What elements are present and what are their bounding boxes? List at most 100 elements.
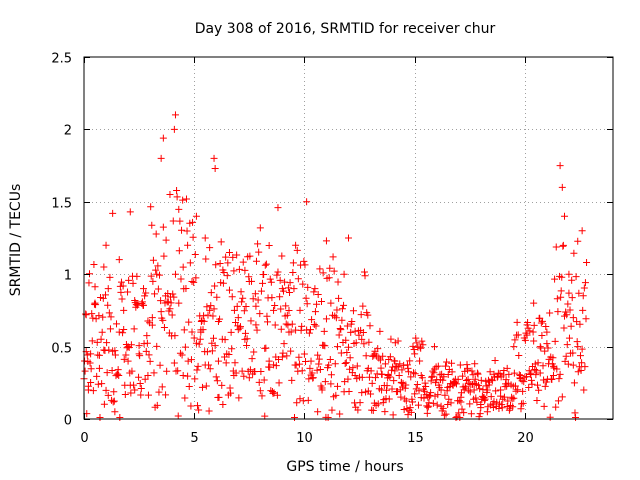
data-point bbox=[87, 365, 95, 373]
data-point bbox=[152, 230, 160, 238]
data-point bbox=[521, 336, 529, 344]
data-point bbox=[192, 212, 200, 220]
data-point bbox=[400, 361, 408, 369]
data-point bbox=[343, 348, 351, 356]
data-point bbox=[267, 278, 275, 286]
data-point bbox=[277, 305, 285, 313]
data-point bbox=[435, 384, 443, 392]
data-point bbox=[178, 226, 186, 234]
data-point bbox=[117, 288, 125, 296]
data-point bbox=[210, 154, 218, 162]
data-point bbox=[249, 295, 257, 303]
data-point bbox=[317, 298, 325, 306]
data-point bbox=[308, 369, 316, 377]
data-point bbox=[109, 398, 117, 406]
data-point bbox=[471, 360, 479, 368]
data-point bbox=[360, 340, 368, 348]
data-point bbox=[359, 329, 367, 337]
data-point bbox=[273, 391, 281, 399]
data-point bbox=[118, 295, 126, 303]
data-point bbox=[86, 359, 94, 367]
data-point bbox=[189, 233, 197, 241]
data-point bbox=[261, 412, 269, 420]
data-point bbox=[201, 234, 209, 242]
data-point bbox=[200, 312, 208, 320]
data-point bbox=[101, 291, 109, 299]
data-point bbox=[155, 388, 163, 396]
data-point bbox=[537, 319, 545, 327]
data-point bbox=[454, 375, 462, 383]
data-point bbox=[536, 343, 544, 351]
data-point bbox=[554, 397, 562, 405]
data-point bbox=[243, 335, 251, 343]
data-point bbox=[359, 302, 367, 310]
data-point bbox=[542, 323, 550, 331]
data-point bbox=[398, 366, 406, 374]
data-point bbox=[333, 343, 341, 351]
data-point bbox=[303, 300, 311, 308]
data-point bbox=[402, 397, 410, 405]
data-point bbox=[254, 296, 262, 304]
data-point bbox=[169, 290, 177, 298]
data-point bbox=[104, 301, 112, 309]
data-point bbox=[530, 337, 538, 345]
data-point bbox=[89, 387, 97, 395]
data-point bbox=[99, 313, 107, 321]
data-point bbox=[413, 380, 421, 388]
data-point bbox=[228, 345, 236, 353]
data-point bbox=[284, 321, 292, 329]
data-point bbox=[476, 410, 484, 418]
data-point bbox=[517, 405, 525, 413]
data-point bbox=[157, 154, 165, 162]
data-point bbox=[279, 287, 287, 295]
data-point bbox=[129, 279, 137, 287]
data-point bbox=[390, 377, 398, 385]
data-point bbox=[116, 414, 124, 422]
data-point bbox=[170, 125, 178, 133]
data-point bbox=[136, 352, 144, 360]
data-point bbox=[551, 337, 559, 345]
data-point bbox=[495, 405, 503, 413]
data-point bbox=[120, 306, 128, 314]
data-point bbox=[407, 373, 415, 381]
data-point bbox=[111, 347, 119, 355]
data-point bbox=[186, 259, 194, 267]
data-point bbox=[120, 355, 128, 363]
data-point bbox=[290, 414, 298, 422]
data-point bbox=[284, 284, 292, 292]
data-point bbox=[418, 374, 426, 382]
data-point bbox=[259, 279, 267, 287]
data-point bbox=[564, 300, 572, 308]
data-point bbox=[170, 293, 178, 301]
data-point bbox=[467, 410, 475, 418]
data-point bbox=[88, 310, 96, 318]
data-point bbox=[298, 322, 306, 330]
data-point bbox=[142, 289, 150, 297]
data-point bbox=[302, 294, 310, 302]
data-point bbox=[121, 390, 129, 398]
data-point bbox=[252, 302, 260, 310]
data-point bbox=[170, 359, 178, 367]
data-point bbox=[195, 340, 203, 348]
data-point bbox=[391, 367, 399, 375]
data-point bbox=[304, 396, 312, 404]
data-point bbox=[114, 366, 122, 374]
data-point bbox=[309, 374, 317, 382]
data-point bbox=[321, 342, 329, 350]
data-point bbox=[262, 260, 270, 268]
data-point bbox=[553, 365, 561, 373]
data-point bbox=[203, 303, 211, 311]
data-point bbox=[466, 388, 474, 396]
data-point bbox=[447, 399, 455, 407]
data-point bbox=[232, 369, 240, 377]
data-point bbox=[84, 382, 92, 390]
data-point bbox=[564, 360, 572, 368]
data-point bbox=[162, 236, 170, 244]
data-point bbox=[361, 272, 369, 280]
data-point bbox=[270, 306, 278, 314]
data-point bbox=[310, 288, 318, 296]
data-point bbox=[137, 391, 145, 399]
data-point bbox=[265, 357, 273, 365]
data-point bbox=[115, 371, 123, 379]
data-point bbox=[374, 400, 382, 408]
